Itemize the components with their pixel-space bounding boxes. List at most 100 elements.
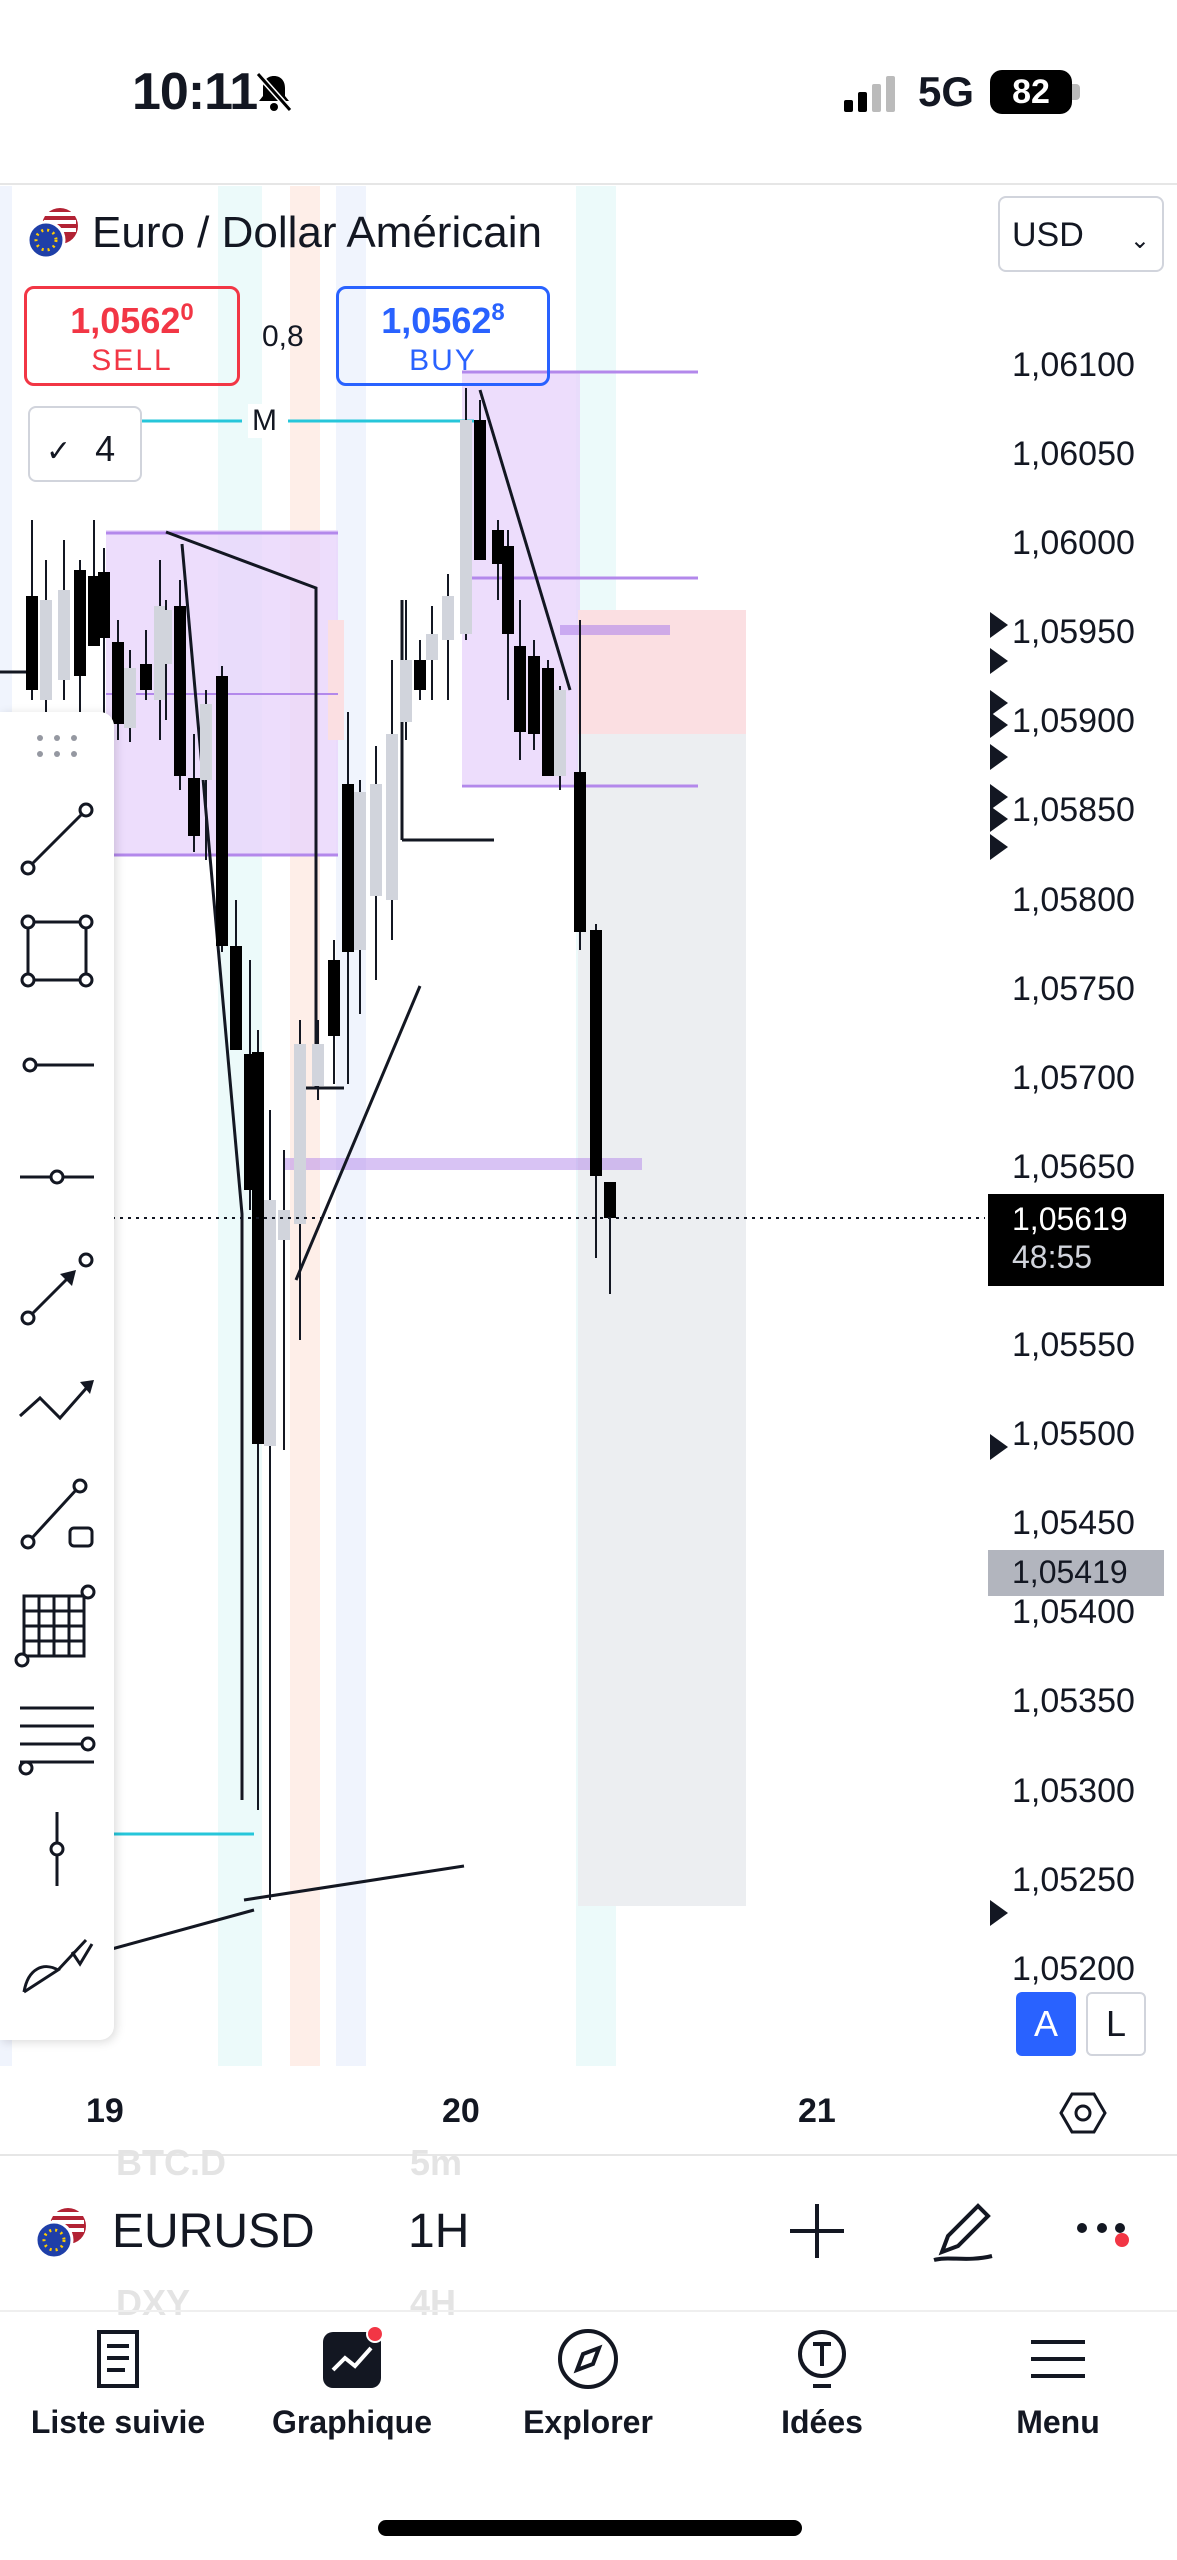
time-axis-label: 21 — [798, 2092, 836, 2130]
candle-body — [492, 530, 504, 564]
ghost-symbol: DXY — [116, 2282, 191, 2323]
chevron-down-icon: ⌄ — [1129, 227, 1150, 254]
candle-body — [474, 420, 486, 560]
ghost-symbol: BTC.D — [116, 2142, 226, 2183]
path-icon[interactable] — [14, 1358, 100, 1444]
nav-label: Liste suivie — [30, 2404, 206, 2440]
nav-chart[interactable]: Graphique — [242, 2326, 462, 2476]
candle-body — [294, 1044, 306, 1224]
indicators-collapse-button[interactable]: ✓ 4 — [28, 406, 142, 482]
bell-muted-icon — [255, 72, 293, 112]
event-marker-icon[interactable] — [990, 612, 1008, 638]
price-axis-label: 1,05300 — [1012, 1772, 1135, 1810]
drawing-toolbar — [0, 712, 114, 2040]
trend-line-icon[interactable] — [14, 796, 100, 882]
candle-body — [88, 576, 100, 646]
fib-lines-icon[interactable] — [14, 1694, 100, 1780]
event-marker-icon[interactable] — [990, 648, 1008, 674]
price-axis-label: 1,05750 — [1012, 970, 1135, 1008]
price-axis-label: 1,05950 — [1012, 613, 1135, 651]
price-axis-label: 1,05350 — [1012, 1682, 1135, 1720]
candle-body — [370, 784, 382, 896]
event-marker-icon[interactable] — [990, 712, 1008, 738]
candle-body — [554, 690, 566, 776]
ghost-interval: 5m — [410, 2142, 463, 2183]
candle-body — [74, 570, 86, 676]
nav-watchlist[interactable]: Liste suivie — [8, 2326, 228, 2476]
battery-level: 82 — [990, 70, 1072, 114]
candlestick-series — [26, 388, 616, 1900]
candle-body — [354, 792, 366, 950]
buy-button[interactable]: 1,05628 BUY — [336, 286, 550, 386]
horizontal-ray-icon[interactable] — [14, 1022, 100, 1108]
log-scale-button[interactable]: L — [1086, 1992, 1146, 2056]
buy-price-pip: 8 — [491, 299, 505, 326]
candle-body — [442, 596, 454, 640]
vertical-line-icon[interactable] — [14, 1806, 100, 1892]
sell-price-pip: 0 — [180, 299, 194, 326]
candle-body — [160, 610, 172, 664]
menu-icon — [1031, 2340, 1085, 2378]
symbol-selector[interactable]: EURUSD — [112, 2205, 315, 2258]
candle-body — [604, 1182, 616, 1218]
rectangle-icon[interactable] — [14, 908, 100, 994]
price-axis-label: 1,05850 — [1012, 791, 1135, 829]
eur-usd-flag-icon — [26, 208, 78, 260]
event-marker-icon[interactable] — [990, 690, 1008, 716]
spread-value: 0,8 — [262, 320, 304, 353]
candle-body — [40, 600, 52, 700]
currency-select[interactable]: USD ⌄ — [998, 196, 1164, 272]
drag-handle-icon[interactable] — [34, 732, 80, 762]
candle-body — [312, 1044, 324, 1086]
drawing-pen-icon[interactable] — [928, 2196, 998, 2266]
nav-ideas[interactable]: Idées — [712, 2326, 932, 2476]
candle-body — [26, 596, 38, 690]
event-marker-icon[interactable] — [990, 744, 1008, 770]
event-marker-icon[interactable] — [990, 1900, 1008, 1926]
bar-countdown: 48:55 — [1012, 1239, 1093, 1275]
buy-price: 1,0562 — [381, 300, 492, 341]
battery-tip — [1072, 84, 1080, 100]
candle-body — [414, 660, 426, 690]
candle-body — [112, 642, 124, 724]
price-axis-label: 1,06100 — [1012, 346, 1135, 384]
measure-icon[interactable] — [14, 1470, 100, 1556]
sell-button[interactable]: 1,05620 SELL — [24, 286, 240, 386]
indicators-count: 4 — [95, 428, 116, 469]
network-type: 5G — [918, 68, 975, 115]
symbol-title[interactable]: Euro / Dollar Américain — [92, 208, 542, 257]
price-axis-label: 1,05500 — [1012, 1415, 1135, 1453]
event-marker-icon[interactable] — [990, 834, 1008, 860]
divider — [0, 2310, 1177, 2312]
nav-explore[interactable]: Explorer — [478, 2326, 698, 2476]
price-axis-label: 1,05550 — [1012, 1326, 1135, 1364]
currency-value: USD — [1012, 216, 1084, 254]
auto-scale-button[interactable]: A — [1016, 1992, 1076, 2056]
arrow-icon[interactable] — [14, 1246, 100, 1332]
horizontal-line-icon[interactable] — [14, 1134, 100, 1220]
brush-icon[interactable] — [14, 1918, 100, 2004]
nav-menu[interactable]: Menu — [948, 2326, 1168, 2476]
nav-label: Graphique — [271, 2404, 432, 2440]
candle-body — [542, 668, 554, 776]
price-axis-label: 1,05250 — [1012, 1861, 1135, 1899]
current-price-tag: 1,05619 48:55 — [988, 1194, 1164, 1286]
sell-label: SELL — [91, 344, 173, 377]
grid-icon[interactable] — [14, 1582, 100, 1668]
chart-settings-icon[interactable] — [1058, 2090, 1108, 2136]
add-icon[interactable] — [786, 2200, 848, 2262]
more-options-icon[interactable] — [1074, 2218, 1134, 2248]
chart-canvas[interactable] — [0, 186, 985, 2066]
level-marker-label: M — [248, 404, 281, 438]
candle-body — [342, 784, 354, 952]
event-marker-icon[interactable] — [990, 806, 1008, 832]
candle-body — [124, 668, 136, 728]
candle-body — [58, 590, 70, 680]
event-marker-icon[interactable] — [990, 784, 1008, 810]
ghost-interval: 4H — [410, 2282, 457, 2323]
candle-body — [514, 646, 526, 732]
candle-body — [328, 960, 340, 1036]
event-marker-icon[interactable] — [990, 1434, 1008, 1460]
candle-body — [502, 546, 514, 634]
interval-selector[interactable]: 1H — [408, 2205, 470, 2258]
